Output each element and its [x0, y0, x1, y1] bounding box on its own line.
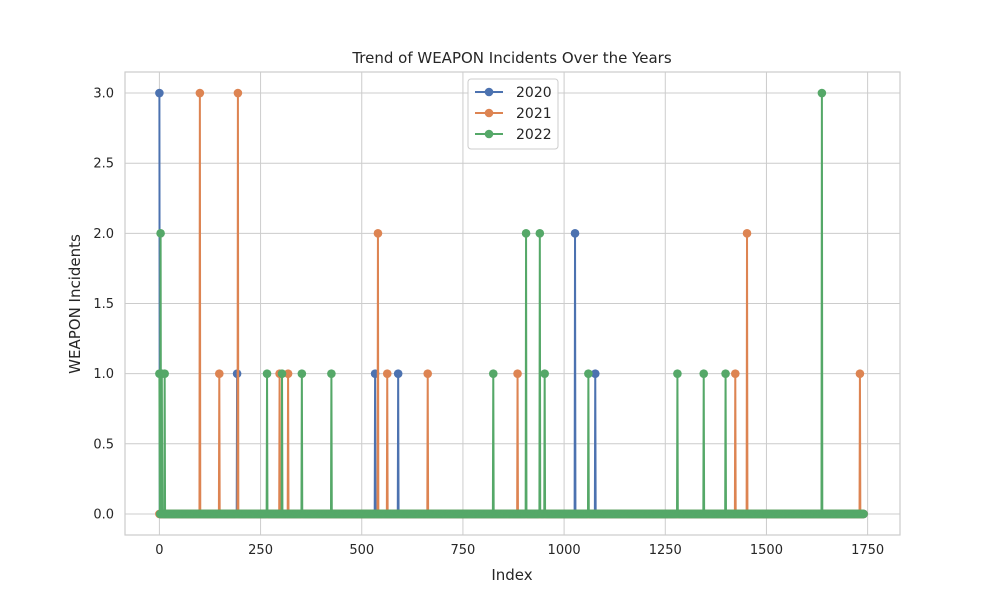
data-point-marker [373, 229, 383, 238]
data-point-marker [283, 369, 293, 378]
legend-item-2020: 2020 [475, 85, 552, 101]
data-point-marker [488, 369, 498, 378]
plot-series [155, 88, 868, 519]
y-tick-label: 3.0 [93, 87, 114, 102]
y-tick-label: 2.0 [93, 227, 114, 242]
x-tick-label: 750 [451, 543, 476, 558]
data-point-marker [262, 369, 272, 378]
data-point-marker [513, 369, 522, 378]
data-point-marker [297, 369, 307, 378]
data-point-marker [160, 369, 169, 378]
legend-swatch-marker [484, 129, 494, 139]
tick-labels: 0 250 500 750 1000 1250 1500 1750 0.0 0.5 1.0 1.5 2.… [93, 87, 884, 558]
data-point-marker [521, 229, 531, 238]
data-point-marker [540, 369, 549, 378]
data-point-marker [535, 229, 545, 238]
plot-area-frame [124, 71, 901, 536]
data-point-marker [277, 369, 287, 378]
data-point-marker [327, 369, 336, 378]
data-point-marker [233, 88, 243, 98]
x-tick-label: 500 [349, 543, 374, 558]
data-point-marker [817, 88, 827, 98]
data-point-marker [393, 369, 403, 378]
data-point-marker [382, 369, 392, 378]
baseline-markers-2022 [155, 509, 868, 519]
y-tick-label: 1.5 [93, 297, 114, 312]
y-tick-label: 0.0 [93, 507, 114, 522]
data-point-marker [590, 369, 600, 378]
data-point-marker [155, 88, 164, 98]
legend-item-2021: 2021 [475, 106, 552, 122]
data-point-marker [215, 369, 224, 378]
data-point-marker [742, 229, 752, 238]
legend-swatch-marker [484, 108, 494, 118]
x-tick-label: 250 [248, 543, 273, 558]
baseline-marker [859, 509, 868, 519]
y-axis-title: WEAPON Incidents [66, 234, 84, 374]
data-point-marker [570, 229, 580, 238]
data-point-marker [699, 369, 709, 378]
legend-label: 2021 [516, 106, 552, 122]
chart-title: Trend of WEAPON Incidents Over the Years [351, 49, 672, 67]
data-point-marker [584, 369, 593, 378]
data-point-marker [423, 369, 433, 378]
data-point-marker [673, 369, 682, 378]
legend-item-2022: 2022 [475, 127, 552, 143]
x-tick-label: 0 [155, 543, 163, 558]
y-tick-label: 0.5 [93, 437, 114, 452]
legend-label: 2020 [516, 85, 552, 101]
x-tick-label: 1750 [851, 543, 884, 558]
data-point-marker [195, 88, 205, 98]
data-point-marker [730, 369, 740, 378]
legend-label: 2022 [516, 127, 552, 143]
series-2022 [155, 88, 868, 519]
x-tick-label: 1000 [548, 543, 581, 558]
x-tick-label: 1250 [649, 543, 682, 558]
x-axis-title: Index [491, 566, 532, 584]
legend-swatch-marker [484, 87, 494, 97]
data-point-marker [855, 369, 865, 378]
data-point-marker [721, 369, 730, 378]
y-tick-label: 2.5 [93, 157, 114, 172]
y-tick-label: 1.0 [93, 367, 114, 382]
x-tick-label: 1500 [750, 543, 783, 558]
data-point-marker [156, 229, 165, 238]
legend: 2020 2021 2022 [467, 78, 559, 150]
